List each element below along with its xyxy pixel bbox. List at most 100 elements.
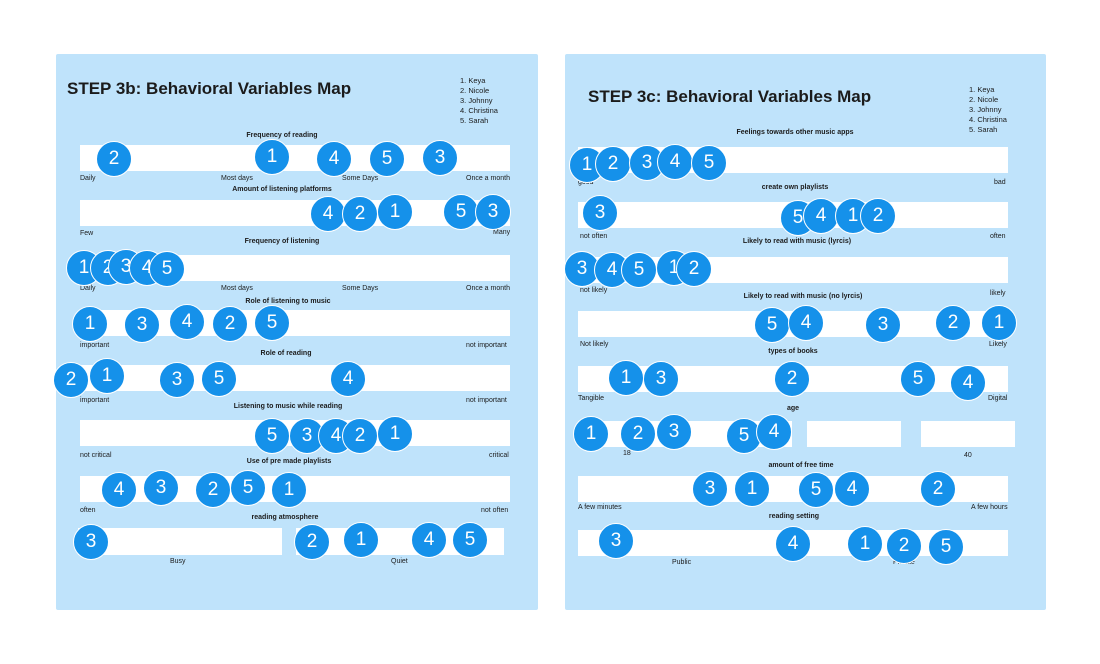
persona-marker[interactable]: 2 (212, 306, 248, 342)
persona-marker[interactable]: 5 (691, 145, 727, 181)
persona-marker[interactable]: 2 (96, 141, 132, 177)
persona-marker[interactable]: 4 (411, 522, 447, 558)
persona-marker[interactable]: 1 (343, 522, 379, 558)
axis-label: often (990, 233, 1006, 240)
persona-marker[interactable]: 4 (756, 414, 792, 450)
persona-marker[interactable]: 1 (734, 471, 770, 507)
persona-marker[interactable]: 2 (195, 472, 231, 508)
persona-marker[interactable]: 3 (73, 524, 109, 560)
axis-label: Daily (80, 285, 96, 292)
persona-marker[interactable]: 2 (53, 362, 89, 398)
persona-marker[interactable]: 1 (254, 139, 290, 175)
persona-marker[interactable]: 2 (342, 196, 378, 232)
persona-marker[interactable]: 5 (254, 418, 290, 454)
variable-label: Listening to music while reading (233, 403, 343, 410)
axis-label: Quiet (391, 558, 408, 565)
variable-label: age (786, 405, 800, 412)
persona-marker[interactable]: 1 (271, 472, 307, 508)
persona-marker[interactable]: 2 (342, 418, 378, 454)
persona-marker[interactable]: 3 (598, 523, 634, 559)
persona-marker[interactable]: 1 (89, 358, 125, 394)
persona-marker[interactable]: 3 (475, 194, 511, 230)
axis-label: Most days (221, 285, 253, 292)
axis-label: Once a month (466, 175, 510, 182)
persona-marker[interactable]: 2 (886, 528, 922, 564)
persona-marker[interactable]: 4 (310, 196, 346, 232)
axis-label: A few minutes (578, 504, 622, 511)
axis-label: often (80, 507, 96, 514)
axis-label: not often (580, 233, 608, 240)
persona-marker[interactable]: 3 (656, 414, 692, 450)
axis-label: Once a month (466, 285, 510, 292)
persona-marker[interactable]: 4 (803, 198, 839, 234)
persona-marker[interactable]: 5 (621, 252, 657, 288)
persona-marker[interactable]: 1 (608, 360, 644, 396)
persona-marker[interactable]: 5 (754, 307, 790, 343)
persona-marker[interactable]: 4 (834, 471, 870, 507)
persona-marker[interactable]: 5 (452, 522, 488, 558)
axis-label: 18 (623, 450, 631, 457)
variable-label: create own playlists (761, 184, 829, 191)
persona-marker[interactable]: 4 (788, 305, 824, 341)
legend-item: 3. Johnny (460, 96, 493, 105)
persona-marker[interactable]: 2 (935, 305, 971, 341)
persona-marker[interactable]: 2 (620, 416, 656, 452)
axis-label: important (80, 397, 110, 404)
persona-marker[interactable]: 2 (920, 471, 956, 507)
persona-legend-3b: 1. Keya 2. Nicole 3. Johnny 4. Christina… (460, 76, 498, 126)
legend-item: 1. Keya (969, 85, 995, 94)
persona-marker[interactable]: 4 (950, 365, 986, 401)
persona-marker[interactable]: 5 (900, 361, 936, 397)
persona-marker[interactable]: 1 (377, 194, 413, 230)
persona-marker[interactable]: 2 (860, 198, 896, 234)
persona-marker[interactable]: 4 (101, 472, 137, 508)
persona-marker[interactable]: 3 (582, 195, 618, 231)
persona-marker[interactable]: 5 (726, 418, 762, 454)
persona-marker[interactable]: 5 (798, 472, 834, 508)
axis-label: Many (493, 229, 511, 236)
persona-marker[interactable]: 1 (573, 416, 609, 452)
persona-marker[interactable]: 2 (294, 524, 330, 560)
board-title-3b: STEP 3b: Behavioral Variables Map (67, 79, 352, 98)
persona-marker[interactable]: 5 (443, 194, 479, 230)
persona-marker[interactable]: 5 (149, 251, 185, 287)
persona-marker[interactable]: 2 (774, 361, 810, 397)
variable-label: Amount of listening platforms (232, 186, 332, 193)
persona-marker[interactable]: 3 (143, 470, 179, 506)
persona-marker[interactable]: 3 (865, 307, 901, 343)
persona-marker[interactable]: 3 (643, 361, 679, 397)
persona-marker[interactable]: 1 (981, 305, 1017, 341)
persona-marker[interactable]: 5 (201, 361, 237, 397)
persona-marker[interactable]: 5 (928, 529, 964, 565)
variable-track (80, 365, 510, 391)
persona-marker[interactable]: 4 (316, 141, 352, 177)
persona-marker[interactable]: 2 (595, 146, 631, 182)
legend-item: 2. Nicole (460, 86, 490, 95)
legend-item: 2. Nicole (969, 95, 999, 104)
persona-marker[interactable]: 4 (169, 304, 205, 340)
persona-marker[interactable]: 1 (847, 526, 883, 562)
persona-marker[interactable]: 3 (422, 140, 458, 176)
axis-label: not likely (580, 287, 608, 294)
persona-marker[interactable]: 5 (230, 470, 266, 506)
variable-label: Use of pre made playlists (246, 458, 332, 465)
persona-marker[interactable]: 3 (692, 471, 728, 507)
persona-marker[interactable]: 1 (377, 416, 413, 452)
persona-marker[interactable]: 4 (775, 526, 811, 562)
persona-marker[interactable]: 3 (159, 362, 195, 398)
persona-marker[interactable]: 5 (369, 141, 405, 177)
persona-marker[interactable]: 2 (676, 251, 712, 287)
persona-marker[interactable]: 5 (254, 305, 290, 341)
variable-label: Feelings towards other music apps (736, 129, 854, 136)
variable-track (807, 421, 901, 447)
persona-marker[interactable]: 4 (657, 144, 693, 180)
persona-marker[interactable]: 3 (124, 307, 160, 343)
variable-label: Frequency of reading (246, 132, 318, 139)
variable-track (80, 200, 510, 226)
variable-label: types of books (768, 348, 818, 355)
axis-label: Digital (988, 395, 1008, 402)
persona-marker[interactable]: 4 (330, 361, 366, 397)
persona-marker[interactable]: 1 (72, 306, 108, 342)
axis-label: critical (489, 452, 509, 459)
axis-label: Few (80, 230, 94, 237)
